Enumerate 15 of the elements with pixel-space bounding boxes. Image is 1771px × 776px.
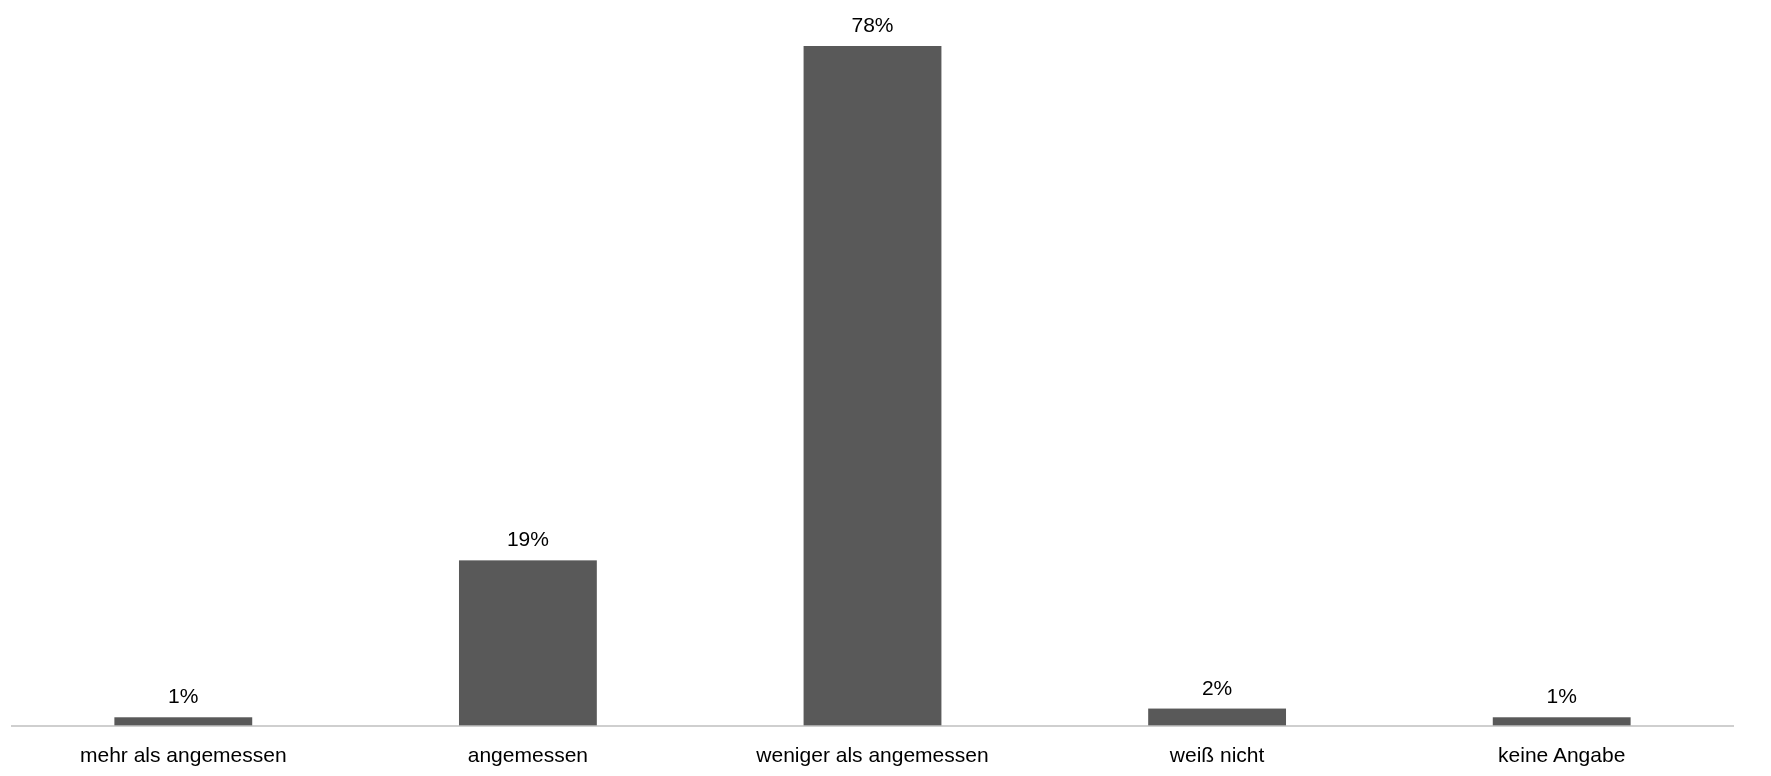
data-label: 78% <box>851 13 894 36</box>
data-label: 1% <box>1546 684 1577 708</box>
data-label: 19% <box>506 527 549 551</box>
x-tick-label: angemessen <box>467 743 589 766</box>
bar <box>114 717 253 726</box>
x-tick-label: weiß nicht <box>1168 743 1265 766</box>
bar <box>803 46 942 726</box>
x-tick-label: mehr als angemessen <box>80 743 287 766</box>
bar <box>458 560 597 726</box>
bar <box>1492 717 1631 726</box>
bar <box>1148 708 1287 726</box>
data-label: 1% <box>168 684 199 708</box>
x-tick-label: keine Angabe <box>1498 743 1626 766</box>
x-tick-label: weniger als angemessen <box>755 743 989 766</box>
data-label: 2% <box>1201 675 1233 699</box>
